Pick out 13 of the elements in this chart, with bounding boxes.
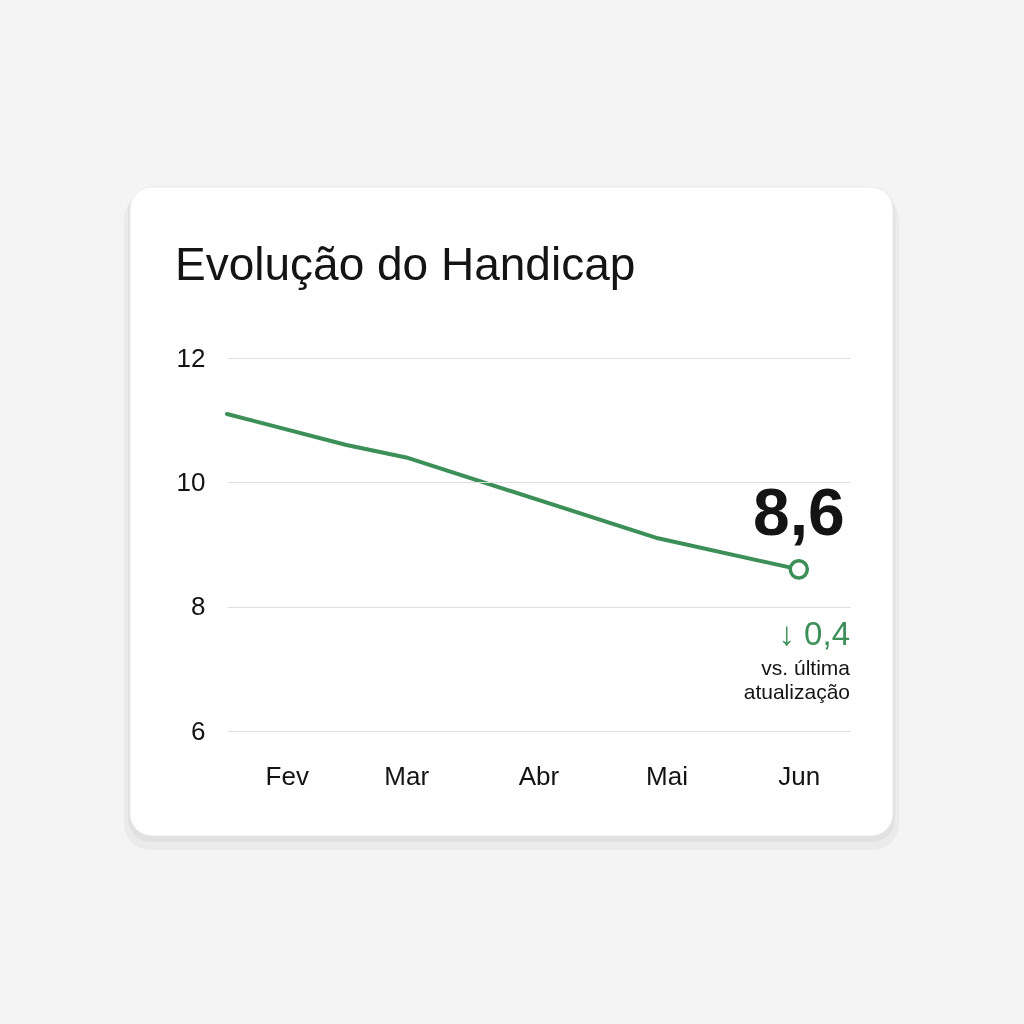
x-tick-label: Jun xyxy=(778,760,821,791)
annotation: ↓ 0,4 xyxy=(778,615,850,652)
y-tick-label: 8 xyxy=(191,591,206,622)
chart-title: Evolução do Handicap xyxy=(175,238,636,290)
x-tick-label: Abr xyxy=(518,760,560,791)
x-tick-label: Fev xyxy=(265,760,309,791)
annotation: vs. última atualização xyxy=(743,656,851,703)
annotation: 8,6 xyxy=(752,475,845,550)
x-tick-label: Mai xyxy=(646,760,688,791)
y-tick-label: 12 xyxy=(176,342,206,373)
x-tick-label: Mar xyxy=(384,760,430,791)
y-tick-label: 10 xyxy=(176,466,206,497)
y-tick-label: 6 xyxy=(191,715,206,746)
